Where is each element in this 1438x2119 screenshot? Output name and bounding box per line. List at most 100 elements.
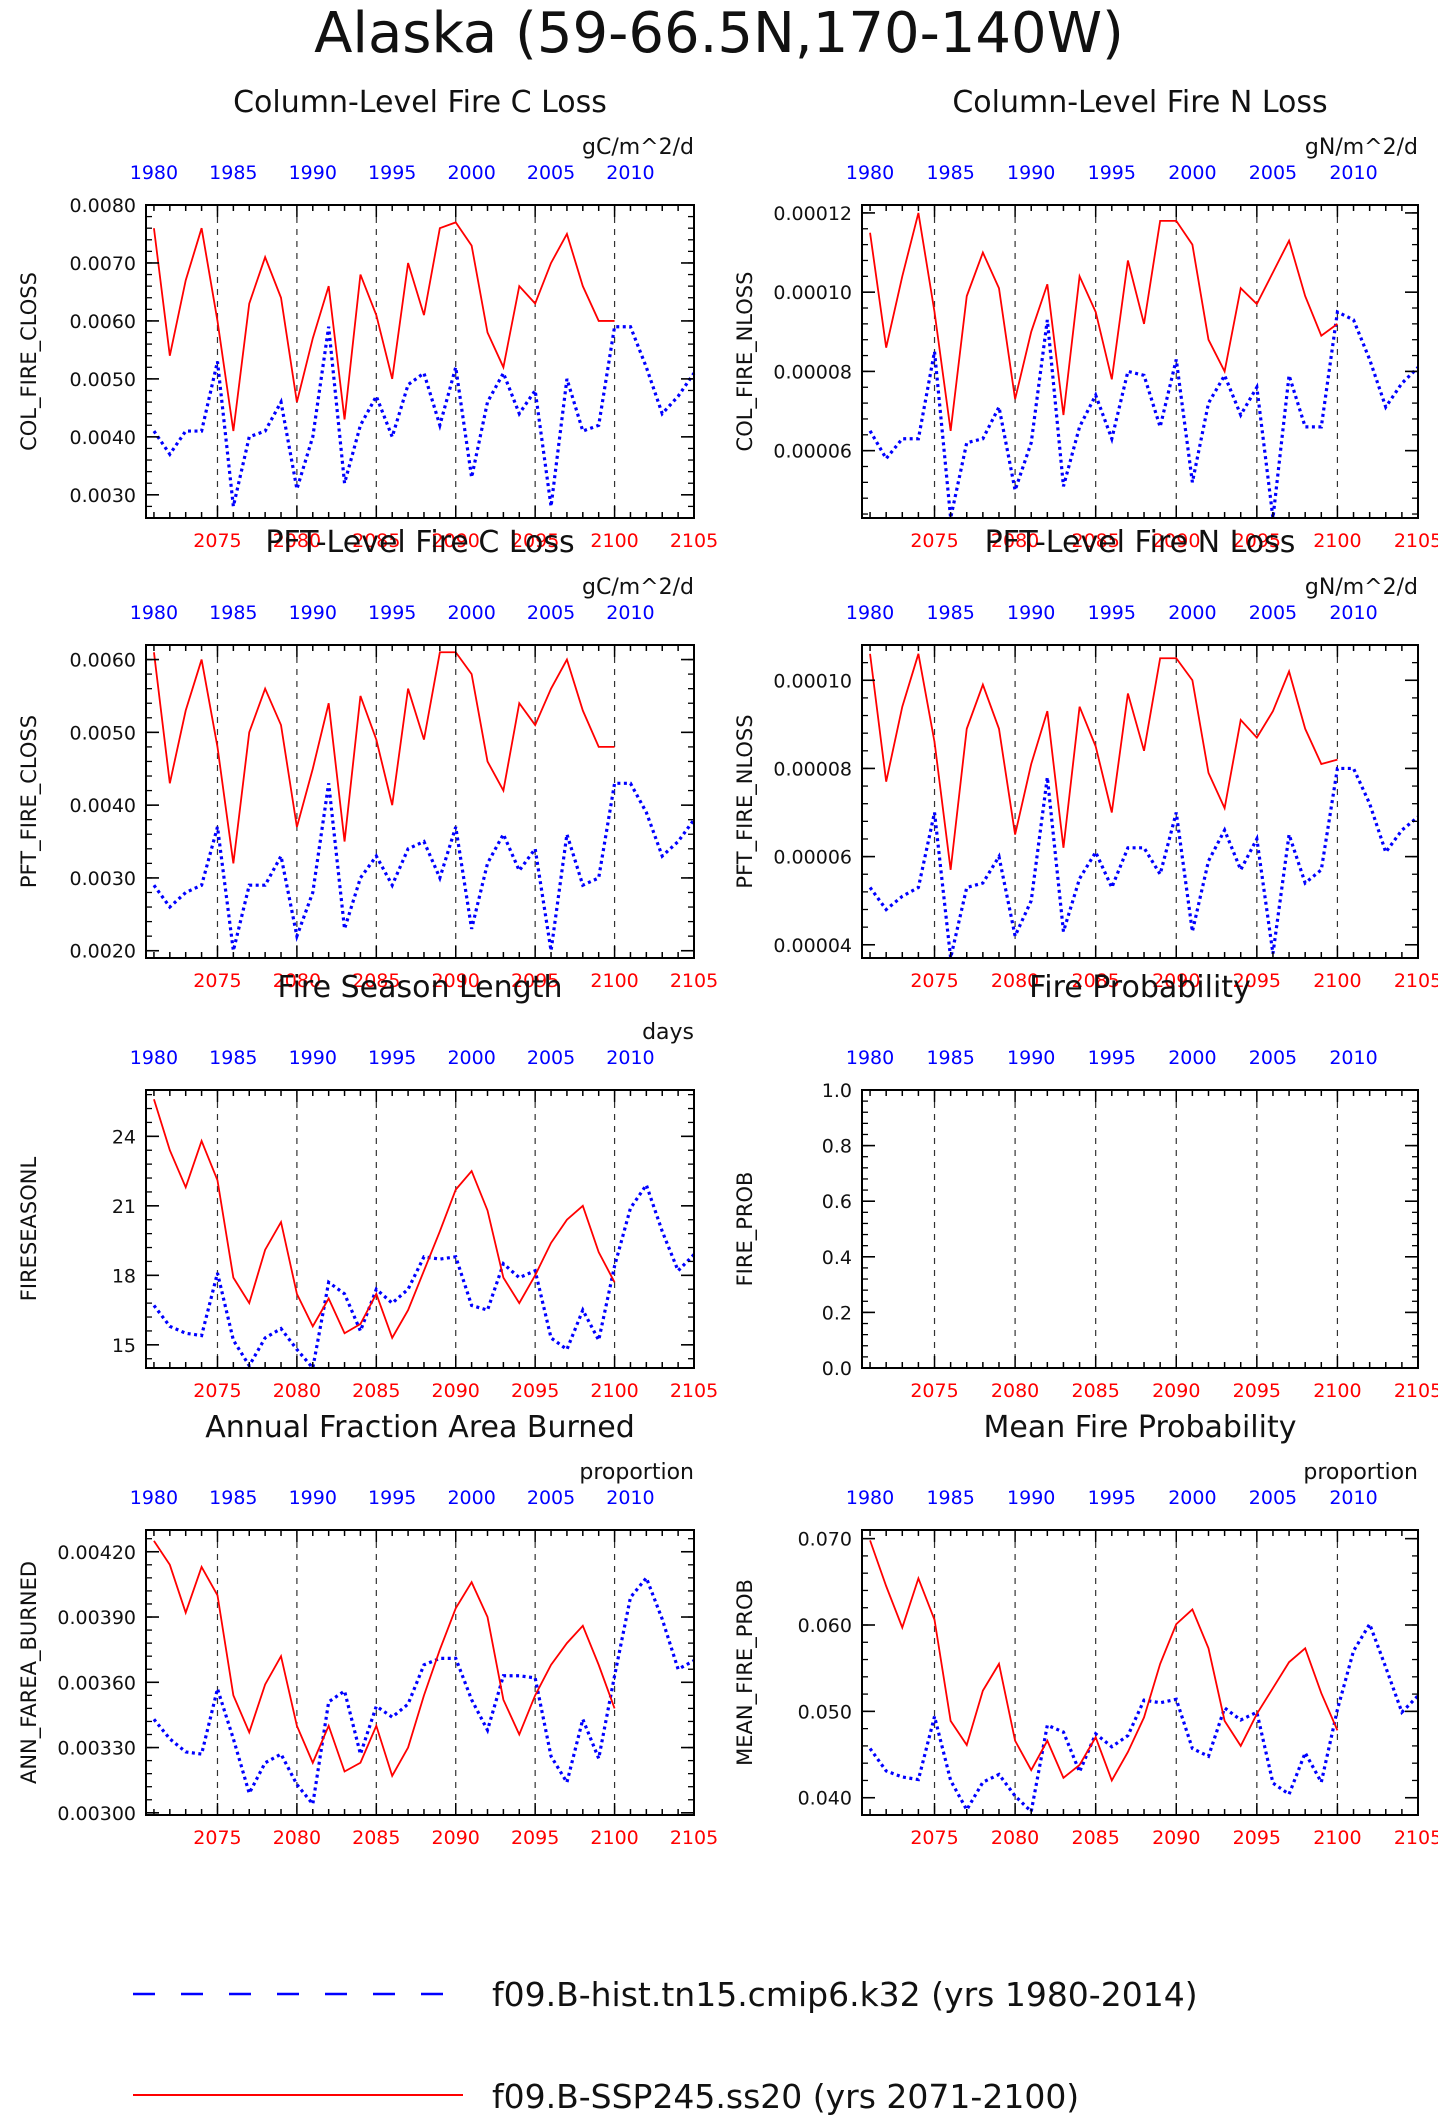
- x-tick-label-top: 2000: [447, 1487, 495, 1509]
- y-tick-label: 0.0040: [70, 795, 136, 817]
- x-tick-label-top: 1985: [209, 162, 257, 184]
- y-axis-label: ANN_FAREA_BURNED: [17, 1561, 42, 1784]
- y-tick-label: 0.8: [822, 1136, 852, 1158]
- x-tick-label-top: 1990: [289, 1487, 337, 1509]
- y-tick-label: 0.040: [798, 1788, 852, 1810]
- y-tick-label: 0.0050: [70, 369, 136, 391]
- y-tick-label: 15: [112, 1335, 136, 1357]
- x-tick-label-top: 2000: [1168, 1047, 1216, 1069]
- y-tick-label: 0.00008: [773, 361, 852, 383]
- x-tick-label-top: 1995: [368, 602, 416, 624]
- x-tick-label-bottom: 2090: [432, 1827, 480, 1849]
- x-tick-label-top: 1985: [209, 1487, 257, 1509]
- x-tick-label-bottom: 2085: [1072, 530, 1120, 552]
- chart-units: gN/m^2/d: [1305, 575, 1418, 600]
- x-tick-label-bottom: 2095: [1233, 530, 1281, 552]
- x-tick-label-top: 2010: [606, 1487, 654, 1509]
- y-tick-label: 0.6: [822, 1191, 852, 1213]
- series-line-hist: [152, 781, 696, 952]
- chart-units: gC/m^2/d: [582, 135, 694, 160]
- x-tick-label-bottom: 2075: [193, 1380, 241, 1402]
- x-tick-label-bottom: 2085: [352, 1380, 400, 1402]
- chart-title: Fire Probability: [1029, 970, 1251, 1005]
- x-tick-label-bottom: 2105: [1394, 970, 1438, 992]
- x-tick-label-top: 1985: [926, 602, 974, 624]
- x-tick-label-bottom: 2095: [511, 530, 559, 552]
- x-tick-label-top: 1980: [846, 1487, 894, 1509]
- y-tick-label: 0.0030: [70, 485, 136, 507]
- x-tick-label-bottom: 2090: [432, 1380, 480, 1402]
- x-tick-label-top: 1990: [1007, 1487, 1055, 1509]
- x-tick-label-top: 2000: [447, 602, 495, 624]
- series-line-ssp: [153, 221, 615, 432]
- x-tick-label-bottom: 2080: [991, 530, 1039, 552]
- y-tick-label: 0.00330: [57, 1738, 136, 1760]
- x-tick-label-top: 2000: [1168, 1487, 1216, 1509]
- x-tick-label-top: 1985: [209, 602, 257, 624]
- plot-frame: [861, 1089, 1419, 1369]
- x-tick-label-top: 1995: [368, 1487, 416, 1509]
- x-tick-label-bottom: 2100: [1313, 530, 1361, 552]
- series-line-hist: [152, 1181, 696, 1372]
- y-tick-label: 0.0080: [70, 195, 136, 217]
- x-tick-label-top: 2005: [527, 1047, 575, 1069]
- y-tick-label: 0.050: [798, 1701, 852, 1723]
- x-tick-label-top: 2005: [527, 602, 575, 624]
- x-tick-label-top: 1990: [1007, 1047, 1055, 1069]
- x-tick-label-bottom: 2085: [1072, 970, 1120, 992]
- x-tick-label-top: 1980: [846, 162, 894, 184]
- y-tick-label: 0.00390: [57, 1607, 136, 1629]
- x-tick-label-top: 1995: [368, 162, 416, 184]
- y-tick-label: 0.0030: [70, 868, 136, 890]
- x-tick-label-bottom: 2100: [590, 970, 638, 992]
- x-tick-label-bottom: 2105: [670, 970, 718, 992]
- y-axis-label: MEAN_FIRE_PROB: [733, 1579, 758, 1766]
- x-tick-label-bottom: 2080: [273, 530, 321, 552]
- y-tick-label: 0.00012: [773, 203, 852, 225]
- y-tick-label: 0.00006: [773, 441, 852, 463]
- plot-frame: [861, 204, 1419, 519]
- y-tick-label: 0.0050: [70, 722, 136, 744]
- x-tick-label-bottom: 2100: [1313, 1380, 1361, 1402]
- series-line-ssp: [869, 653, 1338, 870]
- x-tick-label-bottom: 2075: [910, 1380, 958, 1402]
- y-tick-label: 0.00420: [57, 1542, 136, 1564]
- y-tick-label: 0.00300: [57, 1803, 136, 1825]
- chart-units: proportion: [1303, 1460, 1418, 1485]
- x-tick-label-bottom: 2105: [670, 1380, 718, 1402]
- x-tick-label-top: 2005: [1249, 602, 1297, 624]
- series-line-ssp: [153, 1540, 616, 1779]
- series-line-ssp: [869, 212, 1338, 431]
- page-title: Alaska (59-66.5N,170-140W): [314, 1, 1124, 66]
- x-tick-label-top: 1990: [289, 162, 337, 184]
- y-tick-label: 18: [112, 1265, 136, 1287]
- legend-label-ssp: f09.B-SSP245.ss20 (yrs 2071-2100): [492, 2077, 1079, 2116]
- chart-pft-fire-n-loss: PFT-Level Fire N Loss gN/m^2/d PFT_FIRE_NL…: [733, 525, 1438, 992]
- y-tick-label: 0.0: [822, 1358, 852, 1380]
- x-tick-label-bottom: 2100: [590, 530, 638, 552]
- x-tick-label-top: 1990: [289, 1047, 337, 1069]
- chart-fire-probability: Fire Probability FIRE_PROB 2075 2080 2085 209…: [733, 970, 1438, 1402]
- x-tick-label-top: 2005: [1249, 1047, 1297, 1069]
- y-axis-label: PFT_FIRE_NLOSS: [733, 714, 758, 888]
- chart-title: Column-Level Fire N Loss: [952, 85, 1327, 120]
- x-tick-label-top: 1995: [1088, 1487, 1136, 1509]
- x-tick-label-bottom: 2075: [193, 530, 241, 552]
- x-tick-label-bottom: 2100: [590, 1827, 638, 1849]
- plot-frame: [145, 204, 695, 519]
- y-axis-label: COL_FIRE_CLOSS: [17, 272, 42, 451]
- plot-frame: [145, 1089, 695, 1369]
- x-tick-label-top: 2010: [606, 602, 654, 624]
- x-tick-label-bottom: 2100: [590, 1380, 638, 1402]
- y-tick-label: 0.0040: [70, 427, 136, 449]
- x-tick-label-top: 1995: [1088, 1047, 1136, 1069]
- plot-frame: [861, 644, 1419, 959]
- x-tick-label-top: 1985: [209, 1047, 257, 1069]
- x-tick-label-bottom: 2100: [1313, 1827, 1361, 1849]
- x-tick-label-bottom: 2080: [991, 970, 1039, 992]
- x-tick-label-top: 1985: [926, 1487, 974, 1509]
- chart-units: days: [642, 1020, 694, 1045]
- series-line-ssp: [869, 1540, 1339, 1783]
